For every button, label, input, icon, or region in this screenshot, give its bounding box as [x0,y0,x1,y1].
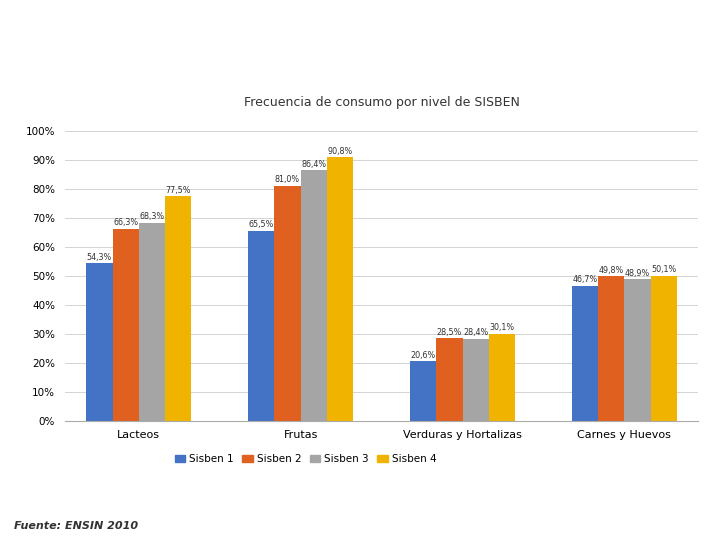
Text: 66,3%: 66,3% [113,218,138,227]
Text: 81,0%: 81,0% [275,176,300,184]
Text: 48,9%: 48,9% [625,269,650,278]
Text: 46,7%: 46,7% [572,275,598,284]
Text: 20,6%: 20,6% [410,351,436,360]
Text: 28,5%: 28,5% [437,328,462,337]
Bar [598,276,624,421]
Text: 77,5%: 77,5% [166,186,191,194]
Bar [274,186,301,421]
Bar [462,339,489,421]
Bar [410,361,436,421]
Text: 90,8%: 90,8% [328,147,353,156]
Bar [624,279,651,421]
Bar [248,231,274,421]
Text: 50,1%: 50,1% [651,265,676,274]
Bar [489,334,515,421]
Bar [572,286,598,421]
Text: Fuente: ENSIN 2010: Fuente: ENSIN 2010 [14,521,138,531]
Bar [301,170,327,421]
Bar [86,264,112,421]
Text: 28,4%: 28,4% [463,328,488,337]
Text: 49,8%: 49,8% [598,266,624,275]
Text: Proporciones nacionales por nivel de sisben de la frecuencia
diaria de consumo d: Proporciones nacionales por nivel de sis… [39,28,681,72]
Text: 65,5%: 65,5% [248,220,274,230]
Text: 54,3%: 54,3% [87,253,112,262]
Bar [112,228,139,421]
Bar [327,157,353,421]
Text: 30,1%: 30,1% [490,323,514,332]
Text: 86,4%: 86,4% [301,160,326,168]
Bar [139,222,165,421]
Legend: Sisben 1, Sisben 2, Sisben 3, Sisben 4: Sisben 1, Sisben 2, Sisben 3, Sisben 4 [175,454,436,464]
Title: Frecuencia de consumo por nivel de SISBEN: Frecuencia de consumo por nivel de SISBE… [243,96,520,110]
Bar [651,275,677,421]
Text: 68,3%: 68,3% [140,212,164,221]
Bar [165,196,192,421]
Bar [436,339,462,421]
